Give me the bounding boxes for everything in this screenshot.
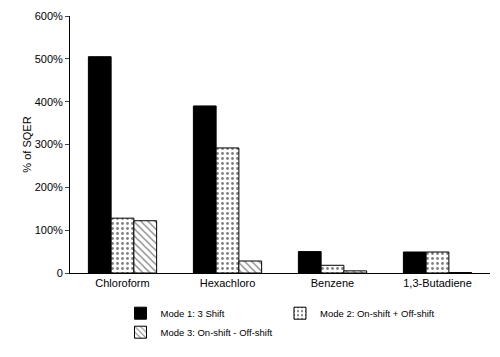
svg-text:Chloroform: Chloroform <box>95 277 149 289</box>
svg-text:500%: 500% <box>35 53 63 65</box>
svg-text:400%: 400% <box>35 96 63 108</box>
svg-text:Hexachloro: Hexachloro <box>200 277 256 289</box>
svg-text:600%: 600% <box>35 10 63 22</box>
svg-text:Mode 3: On-shift - Off-shift: Mode 3: On-shift - Off-shift <box>161 327 273 338</box>
svg-text:% of SQER: % of SQER <box>21 116 33 172</box>
svg-text:200%: 200% <box>35 181 63 193</box>
svg-text:Benzene: Benzene <box>311 277 354 289</box>
svg-text:100%: 100% <box>35 224 63 236</box>
svg-text:Mode 1: 3 Shift: Mode 1: 3 Shift <box>161 308 225 319</box>
svg-text:1,3-Butadiene: 1,3-Butadiene <box>403 277 472 289</box>
svg-text:0: 0 <box>57 267 63 279</box>
svg-text:300%: 300% <box>35 138 63 150</box>
svg-text:Mode 2: On-shift + Off-shift: Mode 2: On-shift + Off-shift <box>320 308 434 319</box>
